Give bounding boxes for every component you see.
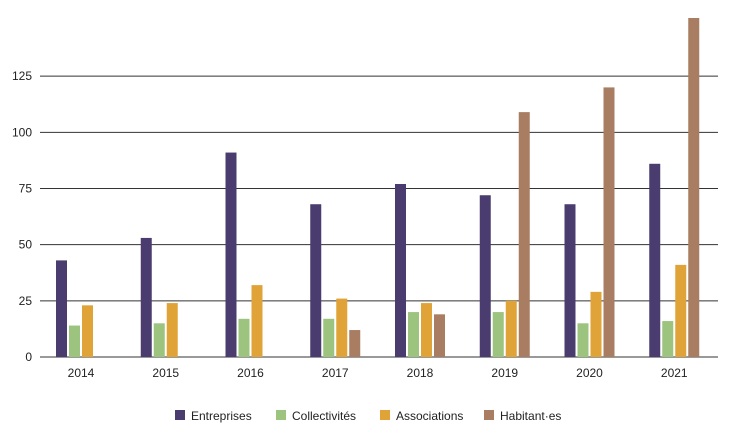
legend-swatch xyxy=(175,410,185,420)
bar-collectivit-s-2020 xyxy=(577,323,589,357)
legend-label: Associations xyxy=(396,409,463,423)
bar-entreprises-2020 xyxy=(564,204,576,357)
x-tick-label: 2014 xyxy=(68,366,95,380)
legend-label: Habitant·es xyxy=(500,409,561,423)
x-tick-label: 2021 xyxy=(661,366,688,380)
bar-collectivit-s-2021 xyxy=(662,321,674,357)
bar-collectivit-s-2015 xyxy=(153,323,165,357)
bar-associations-2021 xyxy=(675,264,687,357)
y-tick-label: 50 xyxy=(19,238,33,252)
x-tick-label: 2019 xyxy=(491,366,518,380)
bar-series xyxy=(56,18,700,358)
legend-swatch xyxy=(380,410,390,420)
bar-collectivit-s-2017 xyxy=(323,318,335,357)
bar-associations-2020 xyxy=(590,291,602,357)
x-tick-label: 2018 xyxy=(407,366,434,380)
bar-collectivit-s-2019 xyxy=(492,312,504,357)
bar-associations-2015 xyxy=(166,303,178,357)
y-tick-label: 75 xyxy=(19,182,33,196)
bar-entreprises-2021 xyxy=(649,163,661,357)
bar-entreprises-2018 xyxy=(395,184,406,357)
y-tick-label: 100 xyxy=(12,125,32,139)
y-tick-label: 25 xyxy=(19,294,33,308)
bar-habitant-es-2018 xyxy=(434,314,445,357)
bar-entreprises-2014 xyxy=(56,260,67,357)
x-tick-label: 2017 xyxy=(322,366,349,380)
x-axis-ticks: 2014 2015 2016 2017 2018 2019 2020 2021 xyxy=(68,366,688,380)
bar-entreprises-2015 xyxy=(140,237,152,357)
bar-entreprises-2016 xyxy=(225,152,237,357)
bar-habitant-es-2020 xyxy=(603,87,615,358)
y-tick-label: 0 xyxy=(25,350,32,364)
bar-associations-2014 xyxy=(82,305,93,357)
bar-associations-2016 xyxy=(251,285,263,357)
x-tick-label: 2015 xyxy=(152,366,179,380)
bar-habitant-es-2019 xyxy=(518,112,530,357)
bar-entreprises-2019 xyxy=(479,195,491,357)
y-axis-ticks: 0 25 50 75 100 125 xyxy=(12,69,32,364)
bar-entreprises-2017 xyxy=(310,204,322,357)
legend-label: Collectivités xyxy=(292,409,356,423)
bar-associations-2019 xyxy=(505,300,517,357)
legend: Entreprises Collectivités Associations Habi… xyxy=(175,409,561,423)
bar-collectivit-s-2016 xyxy=(238,318,250,357)
x-tick-label: 2016 xyxy=(237,366,264,380)
bar-habitant-es-2021 xyxy=(688,18,700,357)
y-tick-label: 125 xyxy=(12,69,32,83)
legend-label: Entreprises xyxy=(191,409,252,423)
bar-habitant-es-2017 xyxy=(349,330,361,357)
bar-collectivit-s-2014 xyxy=(69,325,80,357)
x-tick-label: 2020 xyxy=(576,366,603,380)
legend-swatch xyxy=(484,410,494,420)
bar-collectivit-s-2018 xyxy=(408,312,419,357)
bar-associations-2018 xyxy=(421,303,432,357)
legend-swatch xyxy=(276,410,286,420)
bar-associations-2017 xyxy=(336,298,348,357)
